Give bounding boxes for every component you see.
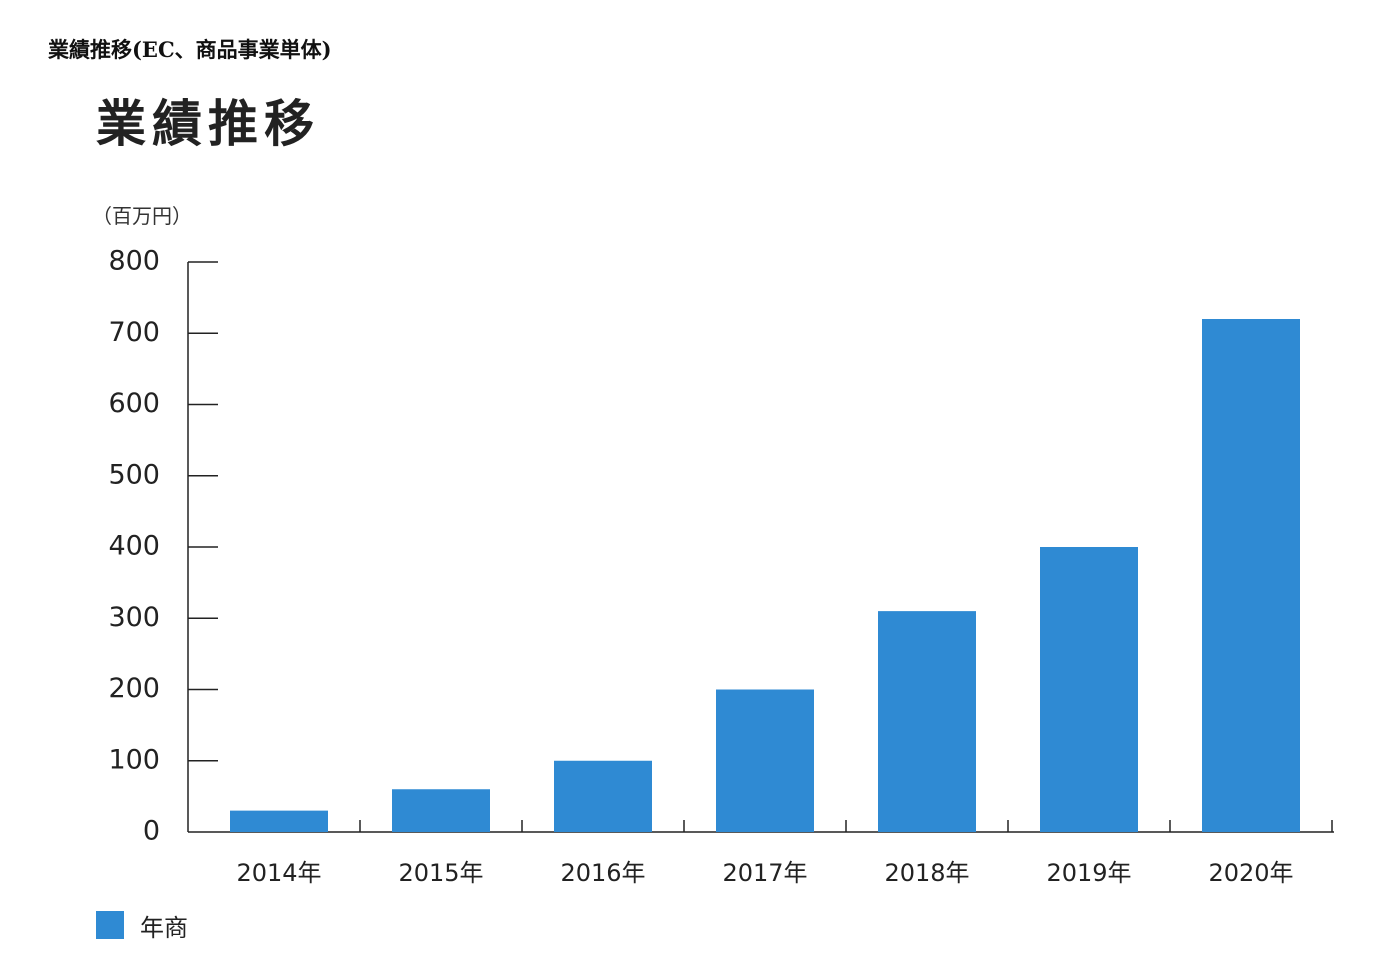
x-tick-label: 2016年 <box>560 859 645 887</box>
bar <box>230 810 328 832</box>
y-tick-label: 600 <box>108 388 160 419</box>
bar <box>1202 319 1300 832</box>
y-tick-label: 700 <box>108 317 160 348</box>
legend: 年商 <box>96 910 188 942</box>
x-tick-label: 2017年 <box>722 859 807 887</box>
legend-swatch <box>96 911 124 939</box>
image-caption: 業績推移(EC、商品事業単体) <box>48 37 332 62</box>
x-tick-label: 2020年 <box>1208 859 1293 887</box>
y-tick-label: 500 <box>108 459 160 490</box>
bar <box>716 689 814 832</box>
bar <box>554 760 652 832</box>
bar <box>392 789 490 832</box>
x-tick-label: 2018年 <box>884 859 969 887</box>
y-tick-label: 200 <box>108 673 160 704</box>
x-tick-label: 2015年 <box>398 859 483 887</box>
y-tick-label: 800 <box>108 246 160 277</box>
legend-label: 年商 <box>140 913 188 942</box>
y-tick-label: 0 <box>143 816 160 847</box>
x-tick-label: 2019年 <box>1046 859 1131 887</box>
y-tick-label: 400 <box>108 531 160 562</box>
x-tick-label: 2014年 <box>236 859 321 887</box>
y-axis-unit-label: （百万円） <box>92 204 192 228</box>
y-tick-label: 100 <box>108 744 160 775</box>
y-tick-label: 300 <box>108 602 160 633</box>
bar <box>1040 547 1138 832</box>
chart-title: 業績推移 <box>96 95 320 153</box>
bar <box>878 611 976 832</box>
